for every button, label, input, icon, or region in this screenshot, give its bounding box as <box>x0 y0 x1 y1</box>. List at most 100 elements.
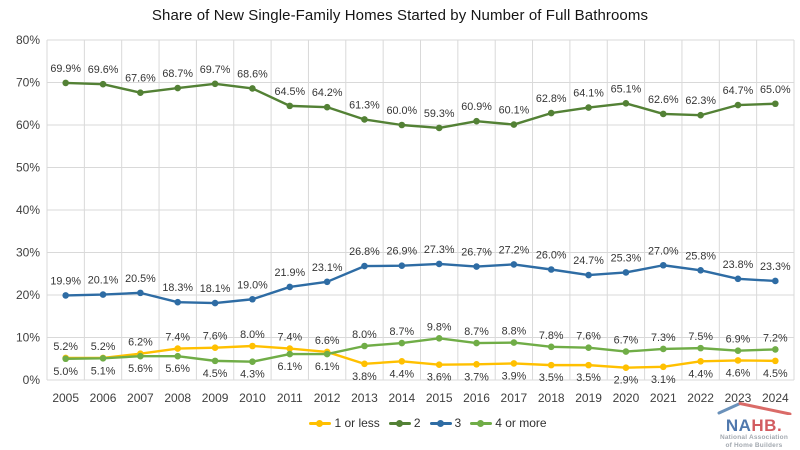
x-axis-tick: 2019 <box>575 391 602 405</box>
data-label-4-or-more: 5.6% <box>128 363 153 375</box>
x-axis-tick: 2014 <box>388 391 415 405</box>
data-label-4-or-more: 7.6% <box>576 331 601 343</box>
data-point-3 <box>137 289 144 297</box>
data-point-2 <box>772 100 779 108</box>
data-point-4-or-more <box>249 358 256 366</box>
series-line-2 <box>65 81 776 130</box>
data-point-2 <box>211 80 219 88</box>
data-point-1-or-less <box>473 360 480 368</box>
data-point-4-or-more <box>62 355 69 363</box>
legend-item-4-or-more: 4 or more <box>470 416 547 430</box>
x-axis-tick: 2006 <box>90 391 117 405</box>
data-label-3: 19.9% <box>50 275 81 287</box>
nahb-word-blue: NA <box>725 416 752 435</box>
data-point-1-or-less <box>174 345 182 352</box>
data-point-2 <box>435 124 443 132</box>
legend-item-1-or-less: 1 or less <box>309 416 380 430</box>
data-point-4-or-more <box>435 335 443 342</box>
data-point-2 <box>99 80 107 88</box>
data-label-1-or-less: 3.6% <box>427 372 452 384</box>
data-point-3 <box>211 299 219 307</box>
data-label-1-or-less: 2.9% <box>614 375 639 387</box>
data-point-1-or-less <box>547 361 555 369</box>
nahb-tagline-line1: National Association <box>719 434 789 441</box>
data-point-4-or-more <box>473 339 480 347</box>
data-point-1-or-less <box>585 361 592 369</box>
data-label-3: 26.8% <box>349 246 380 258</box>
data-label-4-or-more: 6.7% <box>614 335 639 347</box>
data-label-3: 23.8% <box>723 259 754 271</box>
data-point-4-or-more <box>323 350 331 358</box>
data-label-2: 65.0% <box>760 84 791 96</box>
y-axis-tick: 70% <box>16 76 40 90</box>
y-axis-tick: 30% <box>16 246 40 260</box>
data-point-1-or-less <box>398 358 406 365</box>
data-point-3 <box>622 269 630 276</box>
nahb-roof-icon <box>717 402 792 416</box>
plot-area: 0% 10% 20% 30% 40% 50% 60% 70% 80% 2005 2006 2007 20… <box>16 33 795 405</box>
data-label-1-or-less: 7.4% <box>277 332 302 344</box>
data-point-2 <box>697 111 704 119</box>
data-label-1-or-less: 3.5% <box>576 372 601 384</box>
data-point-2 <box>323 103 331 111</box>
data-point-2 <box>249 85 256 92</box>
x-axis-tick: 2022 <box>687 391 714 405</box>
x-axis-tick: 2021 <box>650 391 677 405</box>
x-axis-tick: 2009 <box>202 391 229 405</box>
x-axis-tick: 2020 <box>613 391 640 405</box>
legend-dot-icon <box>436 419 444 427</box>
x-axis-tick: 2008 <box>164 391 191 405</box>
data-point-2 <box>398 121 406 129</box>
x-axis-tick: 2024 <box>762 391 789 405</box>
data-point-4-or-more <box>99 355 107 362</box>
data-label-2: 65.1% <box>611 83 642 95</box>
data-point-4-or-more <box>547 343 555 351</box>
data-point-1-or-less <box>211 344 219 352</box>
data-point-3 <box>510 261 518 268</box>
data-label-4-or-more: 5.1% <box>91 365 116 377</box>
y-axis-tick: 80% <box>16 33 40 47</box>
data-point-3 <box>62 292 69 299</box>
chart-title: Share of New Single-Family Homes Started… <box>151 7 649 24</box>
y-axis-tick: 40% <box>16 203 40 217</box>
data-label-3: 25.8% <box>685 250 716 262</box>
series-line-3 <box>65 262 776 305</box>
x-axis-tick: 2007 <box>127 391 154 405</box>
data-point-1-or-less <box>734 357 742 364</box>
data-point-4-or-more <box>734 347 742 354</box>
data-label-4-or-more: 5.6% <box>165 363 190 375</box>
data-point-3 <box>659 261 667 269</box>
data-point-3 <box>734 275 742 283</box>
data-label-3: 27.0% <box>648 245 679 257</box>
data-point-4-or-more <box>137 352 144 360</box>
legend-label: 2 <box>413 416 421 430</box>
data-label-2: 60.9% <box>461 101 492 113</box>
x-axis-tick: 2018 <box>538 391 565 405</box>
data-label-2: 62.8% <box>536 93 567 105</box>
nahb-tagline-line2: of Home Builders <box>725 441 783 449</box>
data-label-1-or-less: 6.6% <box>315 335 340 347</box>
data-label-1-or-less: 5.2% <box>53 341 78 353</box>
data-point-3 <box>585 271 592 279</box>
data-point-4-or-more <box>585 344 592 352</box>
data-point-2 <box>286 102 294 110</box>
y-axis-tick: 10% <box>16 331 40 345</box>
legend-dot-icon <box>477 419 485 427</box>
roof-left-segment <box>717 402 742 415</box>
data-label-2: 60.0% <box>387 105 418 117</box>
legend-line-marker-icon <box>470 419 493 427</box>
data-point-3 <box>547 266 555 273</box>
data-point-4-or-more <box>398 339 406 347</box>
data-label-4-or-more: 8.7% <box>464 326 489 338</box>
data-label-2: 69.9% <box>50 63 81 75</box>
data-label-2: 60.1% <box>499 105 530 117</box>
x-axis-tick: 2012 <box>314 391 341 405</box>
data-point-3 <box>323 278 331 286</box>
data-point-1-or-less <box>286 345 294 352</box>
x-axis-tick: 2015 <box>426 391 453 405</box>
data-label-2: 68.7% <box>162 68 193 80</box>
data-point-2 <box>585 104 592 111</box>
data-point-2 <box>473 117 480 125</box>
data-label-4-or-more: 5.0% <box>53 366 78 378</box>
